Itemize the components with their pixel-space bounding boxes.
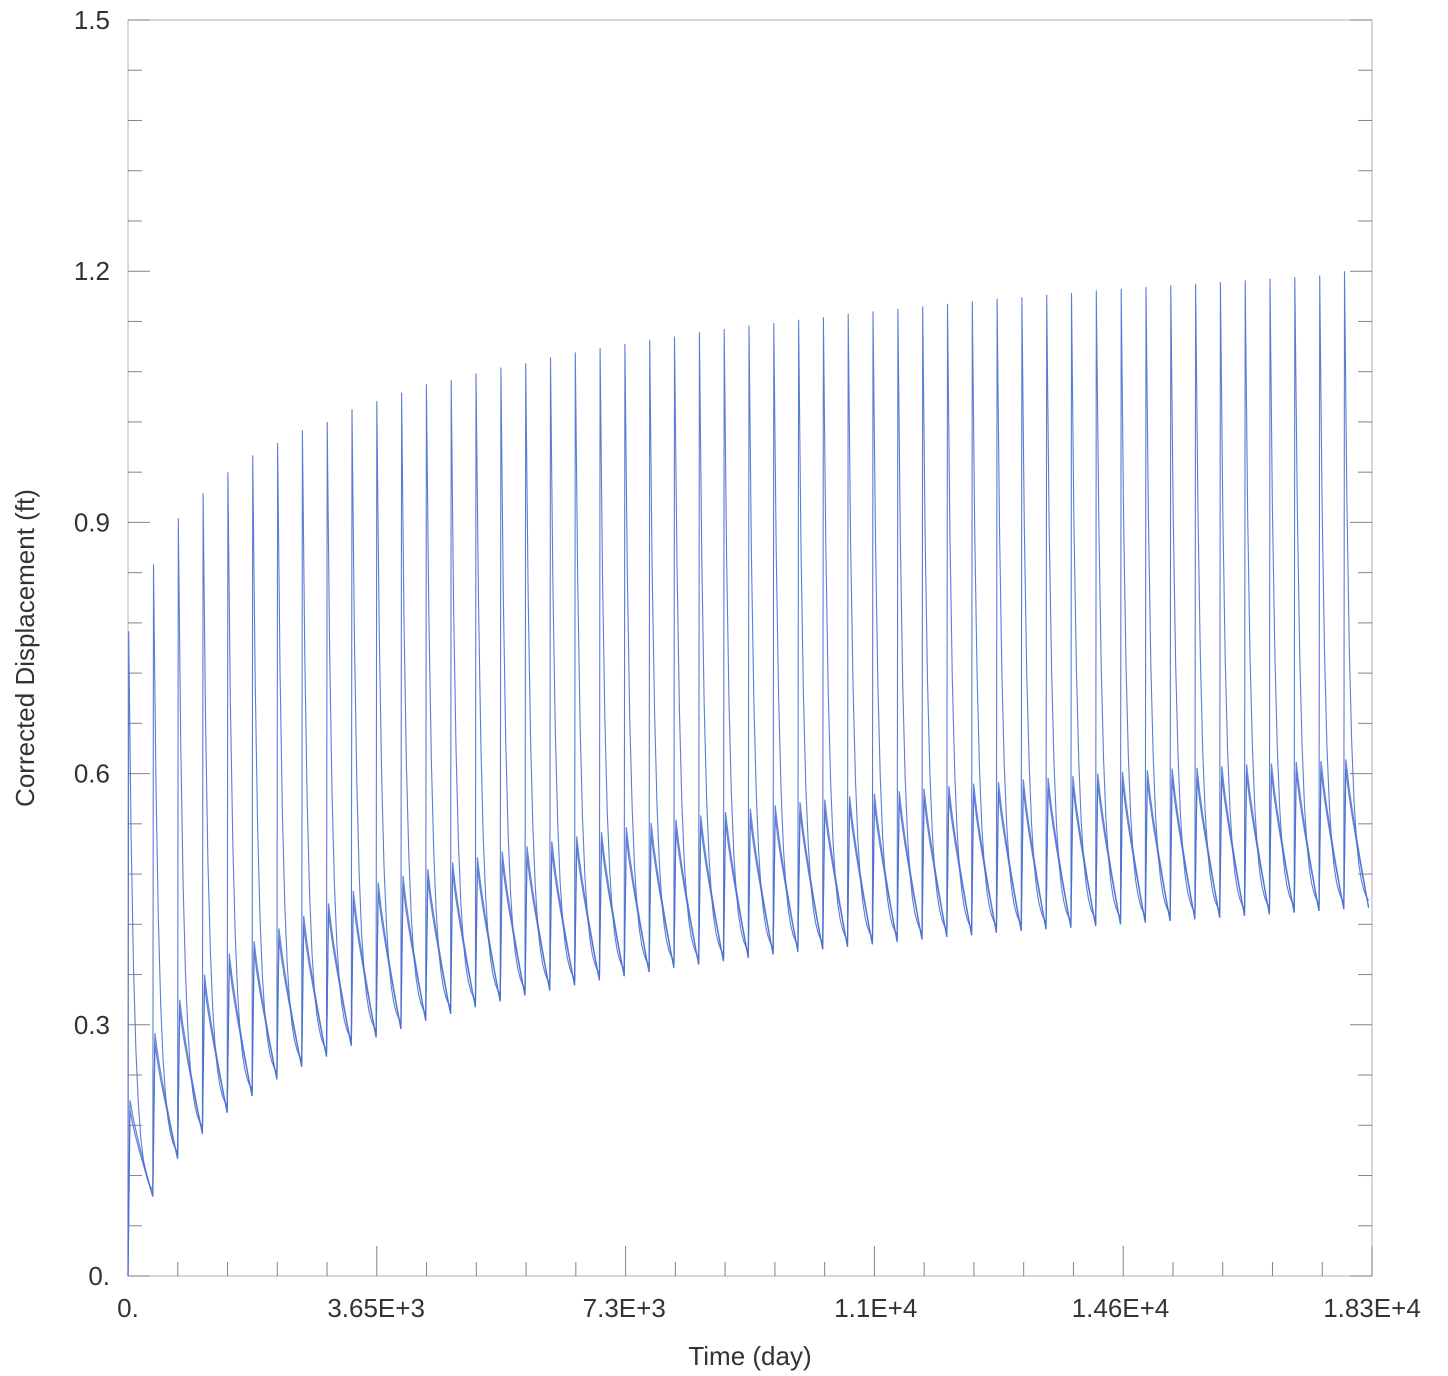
y-tick-labels: 0. 0.3 0.6 0.9 1.2 1.5 [74,5,110,1291]
x-tick-label: 1.46E+4 [1072,1293,1170,1323]
plot-frame [127,19,1373,1277]
series-2-line [127,769,1370,1277]
x-tick-labels: 0. 3.65E+3 7.3E+3 1.1E+4 1.46E+4 1.83E+4 [117,1293,1421,1323]
x-tick-label: 7.3E+3 [583,1293,666,1323]
y-tick-label: 0. [88,1261,110,1291]
y-tick-label: 0.6 [74,759,110,789]
x-tick-label: 1.83E+4 [1323,1293,1421,1323]
y-axis-title: Corrected Displacement (ft) [10,489,40,807]
tick-marks [127,19,1373,1277]
y-tick-label: 0.9 [74,507,110,537]
y-tick-label: 1.5 [74,5,110,35]
x-axis-title: Time (day) [688,1341,811,1371]
x-tick-label: 0. [117,1293,139,1323]
series-lines [127,271,1370,1277]
y-tick-label: 0.3 [74,1010,110,1040]
x-tick-label: 3.65E+3 [327,1293,425,1323]
y-tick-label: 1.2 [74,256,110,286]
x-tick-label: 1.1E+4 [834,1293,917,1323]
series-1-line [127,271,1370,1277]
